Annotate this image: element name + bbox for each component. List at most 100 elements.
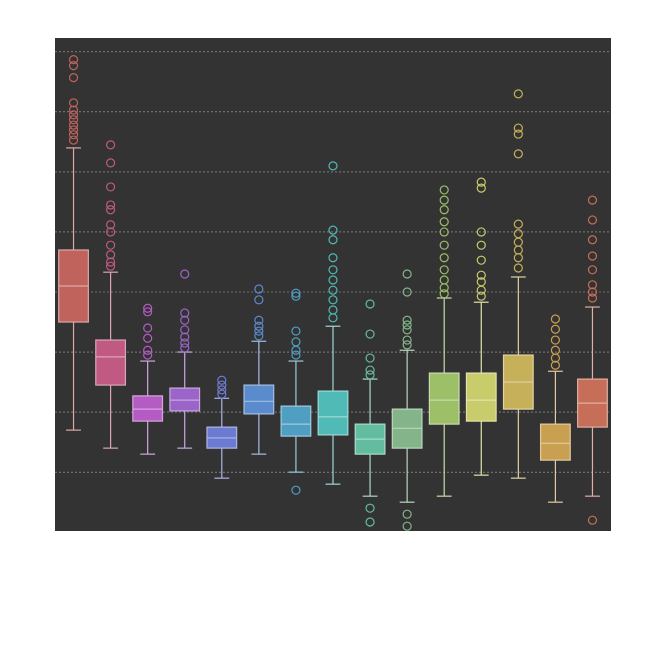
outlier (550, 353, 561, 363)
outlier (439, 265, 449, 275)
outlier (105, 200, 116, 210)
outlier (291, 345, 301, 355)
outlier (105, 205, 116, 215)
outlier (439, 240, 449, 250)
outlier (68, 61, 79, 71)
box (169, 387, 201, 412)
outlier (180, 343, 190, 353)
outlier (68, 135, 79, 145)
outlier (402, 287, 412, 297)
outlier (587, 251, 598, 261)
outlier (513, 149, 523, 159)
outlier (587, 195, 598, 205)
outlier (217, 375, 227, 385)
outlier (68, 130, 79, 140)
outlier (143, 333, 153, 343)
outlier (105, 220, 116, 230)
outlier (105, 240, 116, 250)
outlier (217, 380, 227, 390)
box (428, 372, 460, 425)
outlier (402, 325, 412, 335)
outlier (439, 227, 449, 237)
outlier (217, 385, 227, 395)
outlier (365, 329, 375, 339)
outlier (328, 235, 338, 245)
outlier (105, 182, 116, 192)
outlier (439, 185, 449, 195)
outlier (291, 485, 301, 495)
box (465, 372, 497, 422)
outlier (550, 335, 561, 345)
outlier (365, 365, 375, 375)
outlier (402, 509, 412, 519)
outlier (476, 183, 486, 193)
outlier (68, 120, 79, 130)
outlier (105, 257, 116, 267)
outlier (68, 125, 79, 135)
outlier (439, 283, 449, 293)
outlier (513, 253, 523, 263)
outlier (105, 140, 116, 150)
outlier (328, 253, 338, 263)
outlier (143, 350, 153, 360)
outlier (587, 215, 598, 225)
outlier (476, 177, 486, 187)
outlier (365, 503, 375, 513)
outlier (476, 285, 486, 295)
outlier (439, 195, 449, 205)
outlier (254, 326, 264, 336)
outlier (328, 161, 338, 171)
outlier (143, 323, 153, 333)
outlier (513, 263, 523, 273)
outlier (365, 370, 375, 380)
outlier (180, 338, 190, 348)
box (280, 405, 312, 437)
outlier (402, 521, 412, 531)
outlier (550, 324, 561, 334)
outlier (587, 515, 598, 525)
outlier (513, 89, 523, 99)
box (95, 339, 127, 386)
outlier (105, 261, 116, 271)
outlier (291, 350, 301, 360)
outlier (143, 307, 153, 317)
outlier (365, 517, 375, 527)
outlier (254, 321, 264, 331)
outlier (328, 295, 338, 305)
outlier (328, 313, 338, 323)
outlier (402, 340, 412, 350)
outlier (476, 291, 486, 301)
outlier (105, 158, 116, 168)
outlier (550, 314, 561, 324)
outlier (476, 270, 486, 280)
outlier (365, 299, 375, 309)
outlier (402, 269, 412, 279)
outlier (68, 105, 79, 115)
outlier (254, 315, 264, 325)
outlier (328, 265, 338, 275)
outlier (550, 360, 561, 370)
outlier (328, 225, 338, 235)
outlier (254, 284, 264, 294)
outlier (68, 98, 79, 108)
outlier (68, 115, 79, 125)
outlier (439, 217, 449, 227)
outlier (587, 235, 598, 245)
outlier (365, 353, 375, 363)
outlier (587, 280, 598, 290)
outlier (513, 123, 523, 133)
outlier (328, 275, 338, 285)
outlier (143, 303, 153, 313)
outlier (217, 389, 227, 399)
box (317, 390, 349, 436)
outlier (291, 291, 301, 301)
outlier (180, 269, 190, 279)
outlier (439, 253, 449, 263)
outlier (180, 315, 190, 325)
outlier (68, 110, 79, 120)
outlier (68, 73, 79, 83)
outlier (105, 227, 116, 237)
outlier (254, 295, 264, 305)
outlier (402, 320, 412, 330)
